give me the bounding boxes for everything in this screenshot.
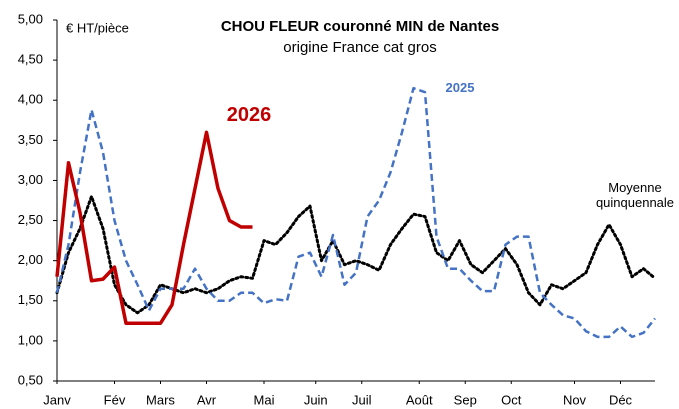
x-tick-label: Août	[406, 392, 433, 407]
y-tick-label: 3,00	[18, 172, 43, 187]
y-tick-label: 2,50	[18, 212, 43, 227]
y-tick-label: 2,00	[18, 252, 43, 267]
y-axis-label: € HT/pièce	[66, 20, 129, 35]
y-tick-label: 1,00	[18, 332, 43, 347]
y-tick-label: 4,00	[18, 92, 43, 107]
x-tick-label: Sep	[454, 392, 477, 407]
y-tick-label: 5,00	[18, 11, 43, 26]
x-tick-label: Avr	[197, 392, 217, 407]
series-label: Moyenne quinquennale	[595, 180, 675, 210]
y-tick-label: 3,50	[18, 132, 43, 147]
x-tick-label: Mars	[146, 392, 175, 407]
x-tick-label: Déc	[609, 392, 633, 407]
y-tick-label: 0,50	[18, 372, 43, 387]
series-label: 2026	[226, 104, 272, 126]
series-label: 2025	[445, 80, 475, 95]
x-tick-label: Oct	[501, 392, 522, 407]
x-tick-label: Mai	[254, 392, 275, 407]
chart-title: CHOU FLEUR couronné MIN de Nantes	[221, 18, 499, 35]
x-tick-label: Fév	[104, 392, 126, 407]
series-line	[55, 130, 253, 325]
x-tick-label: Nov	[563, 392, 587, 407]
x-tick-label: Juin	[304, 392, 328, 407]
x-tick-label: Juil	[352, 392, 372, 407]
x-tick-label: Janv	[43, 392, 71, 407]
y-tick-label: 1,50	[18, 292, 43, 307]
chart-subtitle: origine France cat gros	[283, 39, 436, 56]
series-line	[55, 194, 657, 315]
y-tick-label: 4,50	[18, 52, 43, 67]
series-line	[55, 86, 656, 339]
